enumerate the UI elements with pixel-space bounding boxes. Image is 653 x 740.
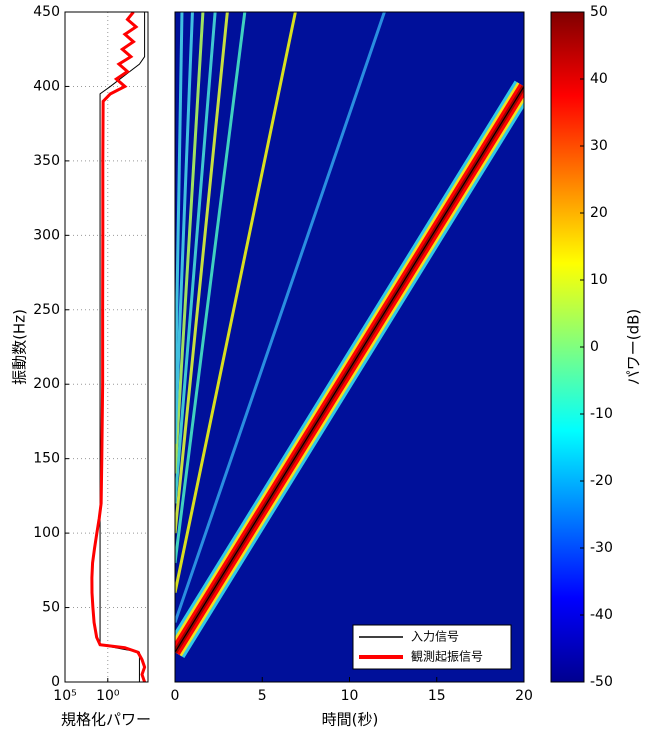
colorbar-tick-label: -30	[590, 540, 613, 556]
plot-lines	[90, 12, 147, 682]
harmonic-line	[175, 12, 184, 415]
y-axis-label: 振動数(Hz)	[11, 309, 29, 385]
y-tick-label: 50	[42, 600, 60, 616]
plot-area	[65, 12, 148, 682]
harmonic-line	[175, 12, 217, 504]
legend-box	[352, 624, 512, 670]
y-tick-label: 250	[33, 302, 60, 318]
y-tick-label: 300	[33, 227, 60, 243]
colorbar-tick-label: -10	[590, 406, 613, 422]
colorbar-tick-label: 0	[590, 339, 599, 355]
harmonic-line	[175, 12, 297, 593]
y-tick-label: 0	[51, 674, 60, 690]
colorbar-label: パワー(dB)	[625, 309, 643, 386]
plot-frame	[174, 11, 525, 683]
x-tick-label: 15	[428, 688, 446, 704]
x-axis-label: 規格化パワー	[61, 711, 151, 729]
y-tick-label: 350	[33, 153, 60, 169]
x-axis-label: 時間(秒)	[322, 711, 379, 729]
x-tick-label: 10⁰	[96, 688, 120, 704]
harmonic-line	[175, 12, 229, 534]
spectrogram-lines	[175, 12, 524, 658]
y-tick-label: 400	[33, 78, 60, 94]
colorbar-tick-label: 10	[590, 272, 608, 288]
input-line	[175, 86, 524, 653]
y-tick-label: 150	[33, 451, 60, 467]
colorbar-tick-label: 40	[590, 71, 608, 87]
observed-line	[90, 12, 147, 682]
colorbar-tick-label: 50	[590, 4, 608, 20]
legend-label: 入力信号	[411, 630, 459, 644]
harmonic-line	[175, 12, 386, 623]
x-tick-label: 10	[341, 688, 359, 704]
legend-label: 観測起振信号	[411, 650, 483, 664]
y-tick-label: 200	[33, 376, 60, 392]
y-tick-label: 450	[33, 4, 60, 20]
colorbar-tick-label: 30	[590, 138, 608, 154]
harmonic-line	[175, 12, 205, 474]
harmonic-line	[175, 12, 194, 444]
x-tick-label: 10⁵	[53, 688, 76, 704]
plot-frame	[64, 11, 149, 683]
colorbar	[550, 11, 585, 683]
x-tick-label: 0	[171, 688, 180, 704]
colorbar-tick-label: -40	[590, 607, 613, 623]
y-tick-label: 100	[33, 525, 60, 541]
x-tick-label: 20	[515, 688, 533, 704]
harmonic-line	[175, 12, 247, 564]
colorbar-tick-label: -20	[590, 473, 613, 489]
colorbar-tick-label: 20	[590, 205, 608, 221]
x-tick-label: 5	[258, 688, 267, 704]
colorbar-tick-label: -50	[590, 674, 613, 690]
